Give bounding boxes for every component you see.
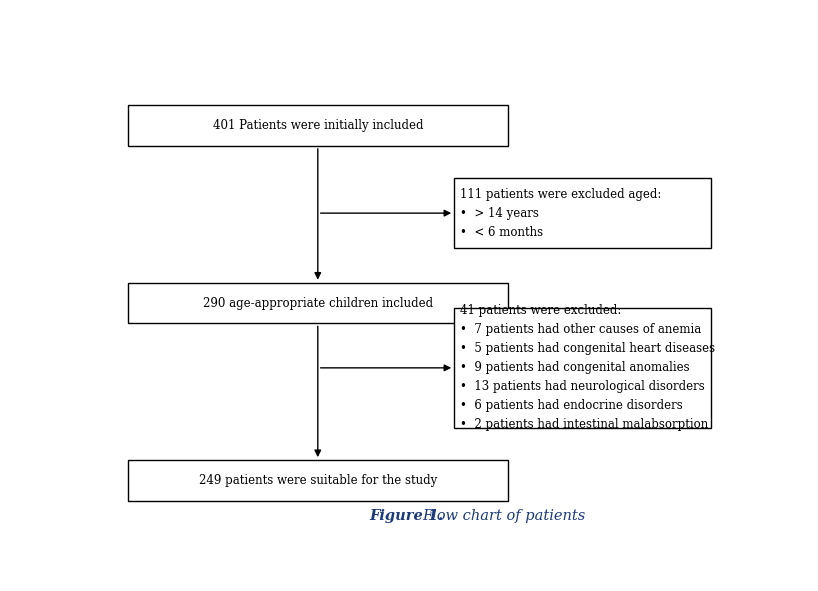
Text: 249 patients were suitable for the study: 249 patients were suitable for the study <box>199 474 437 487</box>
Text: Flow chart of patients: Flow chart of patients <box>422 509 585 523</box>
Text: 41 patients were excluded:
•  7 patients had other causes of anemia
•  5 patient: 41 patients were excluded: • 7 patients … <box>461 304 716 431</box>
Text: 111 patients were excluded aged:
•  > 14 years
•  < 6 months: 111 patients were excluded aged: • > 14 … <box>461 187 662 239</box>
FancyBboxPatch shape <box>454 178 711 248</box>
Text: 401 Patients were initially included: 401 Patients were initially included <box>213 119 423 132</box>
FancyBboxPatch shape <box>454 307 711 428</box>
FancyBboxPatch shape <box>128 105 508 146</box>
FancyBboxPatch shape <box>128 460 508 501</box>
FancyBboxPatch shape <box>128 282 508 323</box>
Text: 290 age-appropriate children included: 290 age-appropriate children included <box>203 297 433 310</box>
Text: Figure 1.: Figure 1. <box>370 509 449 523</box>
